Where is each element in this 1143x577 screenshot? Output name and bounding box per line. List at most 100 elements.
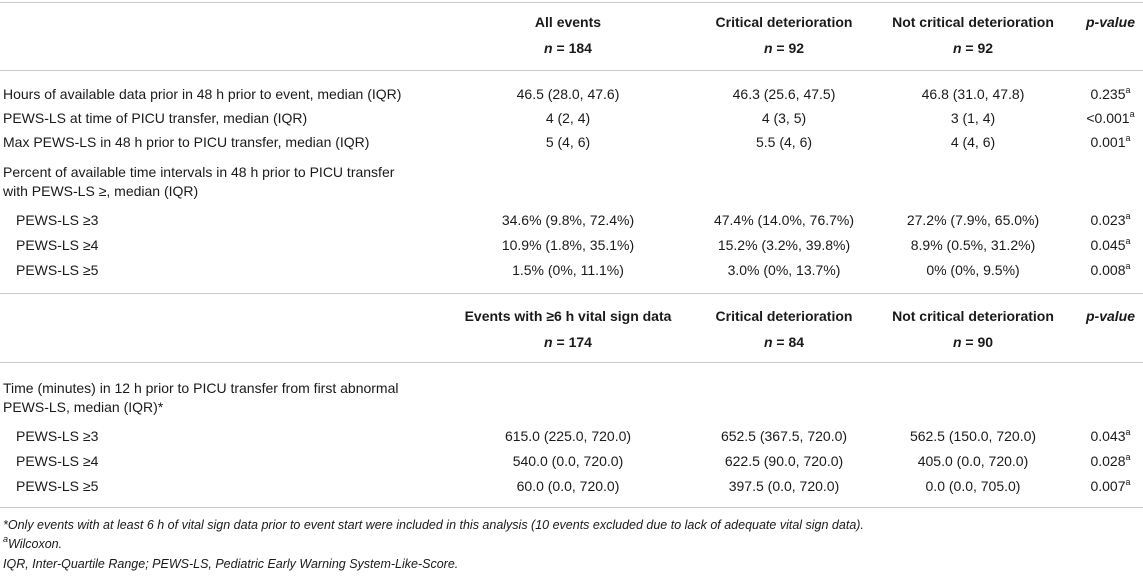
row-label: PEWS-LS ≥4 [16,237,99,253]
n-value: = 184 [556,40,592,56]
row-label: PEWS-LS ≥4 [16,453,99,469]
table-row: Hours of available data prior in 48 h pr… [0,84,1143,104]
n-label: n [952,334,962,350]
cell-p-value: 0.008a [1080,260,1141,280]
cell-all: 5 (4, 6) [545,134,591,150]
n-not-critical: n = 90 [873,332,1073,352]
p-value: <0.001 [1086,110,1130,126]
group-label-row: Percent of available time intervals in 4… [0,162,1143,182]
n-critical: n = 92 [699,38,869,58]
n-label: n [952,40,962,56]
cell-p-value: 0.045a [1080,235,1141,255]
section-rule [0,293,1143,294]
cell-p-value: 0.235a [1080,84,1141,104]
row-label: Max PEWS-LS in 48 h prior to PICU transf… [3,134,370,150]
p-value: 0.008 [1090,262,1126,278]
n-label: n [763,40,773,56]
n-all-events: n = 184 [455,38,681,58]
n-value: = 92 [965,40,994,56]
cell-critical: 5.5 (4, 6) [755,134,813,150]
col-header-events-6h: Events with ≥6 h vital sign data [464,308,672,324]
cell-not-critical: 27.2% (7.9%, 65.0%) [906,212,1040,228]
row-label: PEWS-LS ≥3 [16,212,99,228]
cell-all: 4 (2, 4) [545,110,591,126]
footnote-marker: a [1125,236,1131,246]
p-value: 0.045 [1090,237,1126,253]
n-value: = 174 [556,334,592,350]
header-n-row-1: n = 184 n = 92 n = 92 [0,38,1143,58]
n-value: = 84 [776,334,805,350]
cell-not-critical: 8.9% (0.5%, 31.2%) [910,237,1036,253]
table-bottom-rule [0,507,1143,508]
table-row: PEWS-LS ≥3 34.6% (9.8%, 72.4%) 47.4% (14… [0,210,1143,230]
cell-p-value: 0.028a [1080,451,1141,471]
cell-critical: 15.2% (3.2%, 39.8%) [717,237,851,253]
footnote-marker: a [1125,85,1131,95]
col-header-critical: Critical deterioration [715,14,853,30]
table-row: Max PEWS-LS in 48 h prior to PICU transf… [0,132,1143,152]
cell-all: 60.0 (0.0, 720.0) [516,478,620,494]
cell-critical: 652.5 (367.5, 720.0) [720,428,848,444]
footnote-star: *Only events with at least 6 h of vital … [3,518,864,532]
cell-all: 46.5 (28.0, 47.6) [516,86,620,102]
cell-critical: 3.0% (0%, 13.7%) [727,262,841,278]
cell-not-critical: 4 (4, 6) [950,134,996,150]
cell-p-value: 0.001a [1080,132,1141,152]
cell-critical: 622.5 (90.0, 720.0) [724,453,844,469]
group-label-row: Time (minutes) in 12 h prior to PICU tra… [0,378,1143,398]
footnote-marker: a [1125,452,1131,462]
footnote-a: aWilcoxon. [3,535,62,553]
n-label: n [763,334,773,350]
group-label: Percent of available time intervals in 4… [3,164,395,180]
cell-not-critical: 46.8 (31.0, 47.8) [921,86,1025,102]
col-header-not-critical: Not critical deterioration [892,308,1054,324]
n-not-critical: n = 92 [873,38,1073,58]
row-label: PEWS-LS ≥3 [16,428,99,444]
p-value: 0.007 [1090,478,1126,494]
cell-p-value: 0.023a [1080,210,1141,230]
header-rule-2 [0,362,1143,363]
group-label-row: PEWS-LS, median (IQR)* [0,397,1143,417]
cell-p-value: 0.007a [1080,476,1141,496]
col-header-not-critical: Not critical deterioration [892,14,1054,30]
table-row: PEWS-LS ≥5 60.0 (0.0, 720.0) 397.5 (0.0,… [0,476,1143,496]
table-row: PEWS-LS ≥5 1.5% (0%, 11.1%) 3.0% (0%, 13… [0,260,1143,280]
row-label: Hours of available data prior in 48 h pr… [3,86,402,102]
col-header-critical: Critical deterioration [715,308,853,324]
cell-critical: 397.5 (0.0, 720.0) [728,478,840,494]
header-row-2: Events with ≥6 h vital sign data Critica… [0,306,1143,326]
p-value: 0.043 [1090,428,1126,444]
group-label: with PEWS-LS ≥, median (IQR) [3,183,199,199]
cell-not-critical: 405.0 (0.0, 720.0) [917,453,1029,469]
cell-all: 540.0 (0.0, 720.0) [512,453,624,469]
footnote-marker: a [1125,477,1131,487]
cell-not-critical: 0% (0%, 9.5%) [926,262,1020,278]
n-value: = 92 [776,40,805,56]
cell-critical: 46.3 (25.6, 47.5) [732,86,836,102]
p-value-label: p-value [1085,308,1135,324]
cell-not-critical: 3 (1, 4) [950,110,996,126]
cell-critical: 47.4% (14.0%, 76.7%) [713,212,855,228]
p-value: 0.235 [1090,86,1126,102]
cell-not-critical: 562.5 (150.0, 720.0) [909,428,1037,444]
footnote-marker: a [1125,211,1131,221]
n-label: n [544,40,553,56]
cell-p-value: 0.043a [1080,426,1141,446]
group-label: PEWS-LS, median (IQR)* [3,399,164,415]
col-header-all-events: All events [534,14,602,30]
col-header-p-value: p-value [1080,306,1141,326]
footnote-a-marker: a [3,534,9,544]
header-n-row-2: n = 174 n = 84 n = 90 [0,332,1143,352]
cell-p-value: <0.001a [1080,108,1141,128]
header-row-1: All events Critical deterioration Not cr… [0,12,1143,32]
table-row: PEWS-LS ≥4 10.9% (1.8%, 35.1%) 15.2% (3.… [0,235,1143,255]
col-header-p-value: p-value [1080,12,1141,32]
n-value: = 90 [965,334,994,350]
footnote-a-text: Wilcoxon. [8,537,63,551]
table-row: PEWS-LS ≥3 615.0 (225.0, 720.0) 652.5 (3… [0,426,1143,446]
header-rule-1 [0,70,1143,71]
group-label-row: with PEWS-LS ≥, median (IQR) [0,181,1143,201]
footnote-marker: a [1129,109,1135,119]
footnote-marker: a [1125,427,1131,437]
